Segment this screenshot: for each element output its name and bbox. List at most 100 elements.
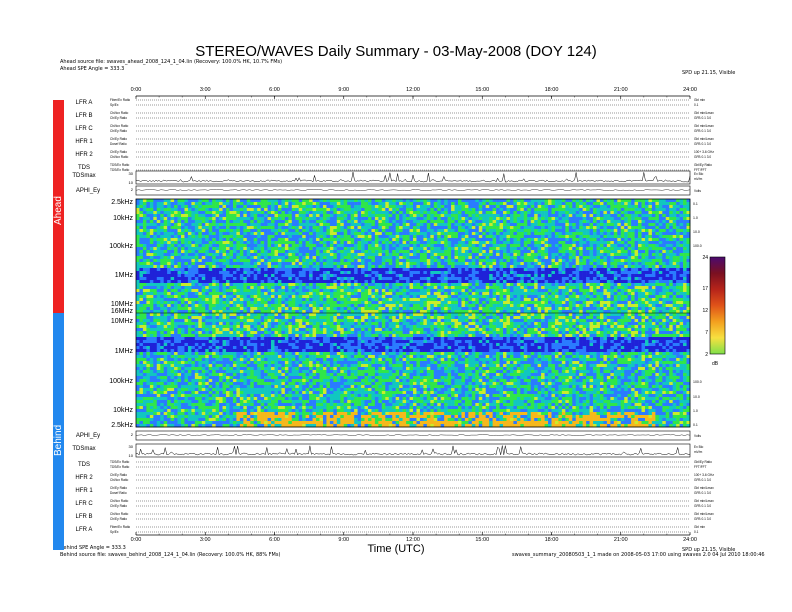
spectrogram-cell [201,250,206,254]
spectrogram-cell [284,232,289,236]
spectrogram-cell [281,223,286,227]
spectrogram-cell [253,262,258,266]
spectrogram-cell [544,274,549,278]
spectrogram-cell [686,208,691,212]
spectrogram-cell [361,238,365,242]
spectrogram-cell [226,208,230,212]
spectrogram-cell [482,244,487,248]
spectrogram-cell [232,277,237,281]
spectrogram-cell [170,271,175,275]
spectrogram-cell [610,274,615,278]
spectrogram-cell [215,229,220,233]
time-tick-label: 21:00 [614,87,628,93]
spectrogram-cell [658,229,663,233]
spectrogram-cell [208,256,213,260]
spectrogram-cell [381,235,386,239]
spectrogram-cell [163,229,168,233]
spectrogram-cell [343,223,348,227]
spectrogram-cell [648,262,653,266]
spectrogram-cell [537,232,542,236]
spectrogram-cell [558,274,563,278]
spectrogram-cell [541,208,545,212]
spectrogram-cell [343,259,348,263]
spectrogram-cell [458,262,462,266]
spectrogram-cell [174,217,178,221]
spectrogram-cell [271,277,275,281]
spectrogram-cell [482,280,487,284]
spectrogram-cell [516,199,521,203]
spectrogram-cell [153,247,158,251]
spectrogram-cell [184,223,189,227]
spectrogram-cell [461,247,466,251]
spectrogram-cell [575,268,580,272]
spectrogram-cell [440,265,445,269]
spectrogram-cell [475,241,480,245]
spectrogram-cell [250,211,255,215]
spectrogram-cell [451,226,455,230]
spectrogram-cell [464,274,469,278]
spectrogram-cell [160,277,164,281]
spectrogram-cell [475,214,480,218]
spectrogram-cell [610,202,615,206]
spectrogram-cell [250,205,255,209]
spectrogram-cell [298,277,303,281]
spectrogram-cell [312,214,317,218]
spectrogram-cell [239,202,244,206]
spectrogram-cell [374,265,379,269]
spectrogram-cell [603,235,608,239]
spectrogram-cell [554,277,559,281]
spectrogram-cell [620,223,625,227]
spectrogram-cell [284,238,289,242]
spectrogram-cell [385,253,390,257]
spectrogram-cell [194,211,199,215]
spectrogram-cell [347,262,351,266]
spectrogram-cell [433,274,438,278]
spectrogram-cell [541,268,545,272]
spectrogram-cell [596,250,601,254]
spectrogram-cell [513,202,518,206]
spectrogram-cell [454,214,459,218]
spectrogram-cell [274,268,279,272]
spectrogram-cell [381,214,386,218]
spectrogram-cell [503,220,507,224]
spectrogram-cell [482,241,487,245]
spectrogram-cell [658,280,663,284]
spectrogram-cell [471,235,476,239]
spectrogram-cell [281,205,286,209]
spectrogram-cell [461,268,466,272]
spectrogram-cell [243,268,248,272]
spectrogram-cell [139,280,144,284]
spectrogram-cell [267,199,272,203]
spectrogram-cell [419,280,424,284]
spectrogram-cell [534,247,538,251]
spectrogram-cell [644,247,649,251]
spectrogram-cell [392,247,396,251]
spectrogram-cell [232,211,237,215]
spectrogram-cell [371,214,376,218]
spectrogram-cell [395,259,400,263]
spectrogram-cell [447,208,452,212]
spectrogram-cell [156,265,161,269]
spectrogram-cell [475,238,480,242]
panel-right-label: Gbl min [694,525,705,529]
spectrogram-cell [679,202,684,206]
spectrogram-cell [388,217,393,221]
spectrogram-cell [471,226,476,230]
spectrogram-cell [551,286,556,290]
spectrogram-cell [201,217,206,221]
panel-sublabel: Ch/Ey Ratio [110,116,127,120]
spectrogram-cell [288,232,293,236]
spectrogram-cell [662,283,667,287]
spectrogram-cell [212,232,216,236]
spectrogram-cell [416,229,421,233]
spectrogram-cell [527,250,532,254]
spectrogram-cell [174,226,178,230]
spectrogram-cell [624,280,628,284]
spectrogram-cell [236,205,241,209]
spectrogram-cell [277,265,282,269]
spectrogram-cell [627,247,632,251]
spectrogram-cell [364,250,369,254]
spectrogram-cell [291,217,296,221]
spectrogram-cell [198,268,203,272]
aphi-ahead-trace [135,189,691,191]
